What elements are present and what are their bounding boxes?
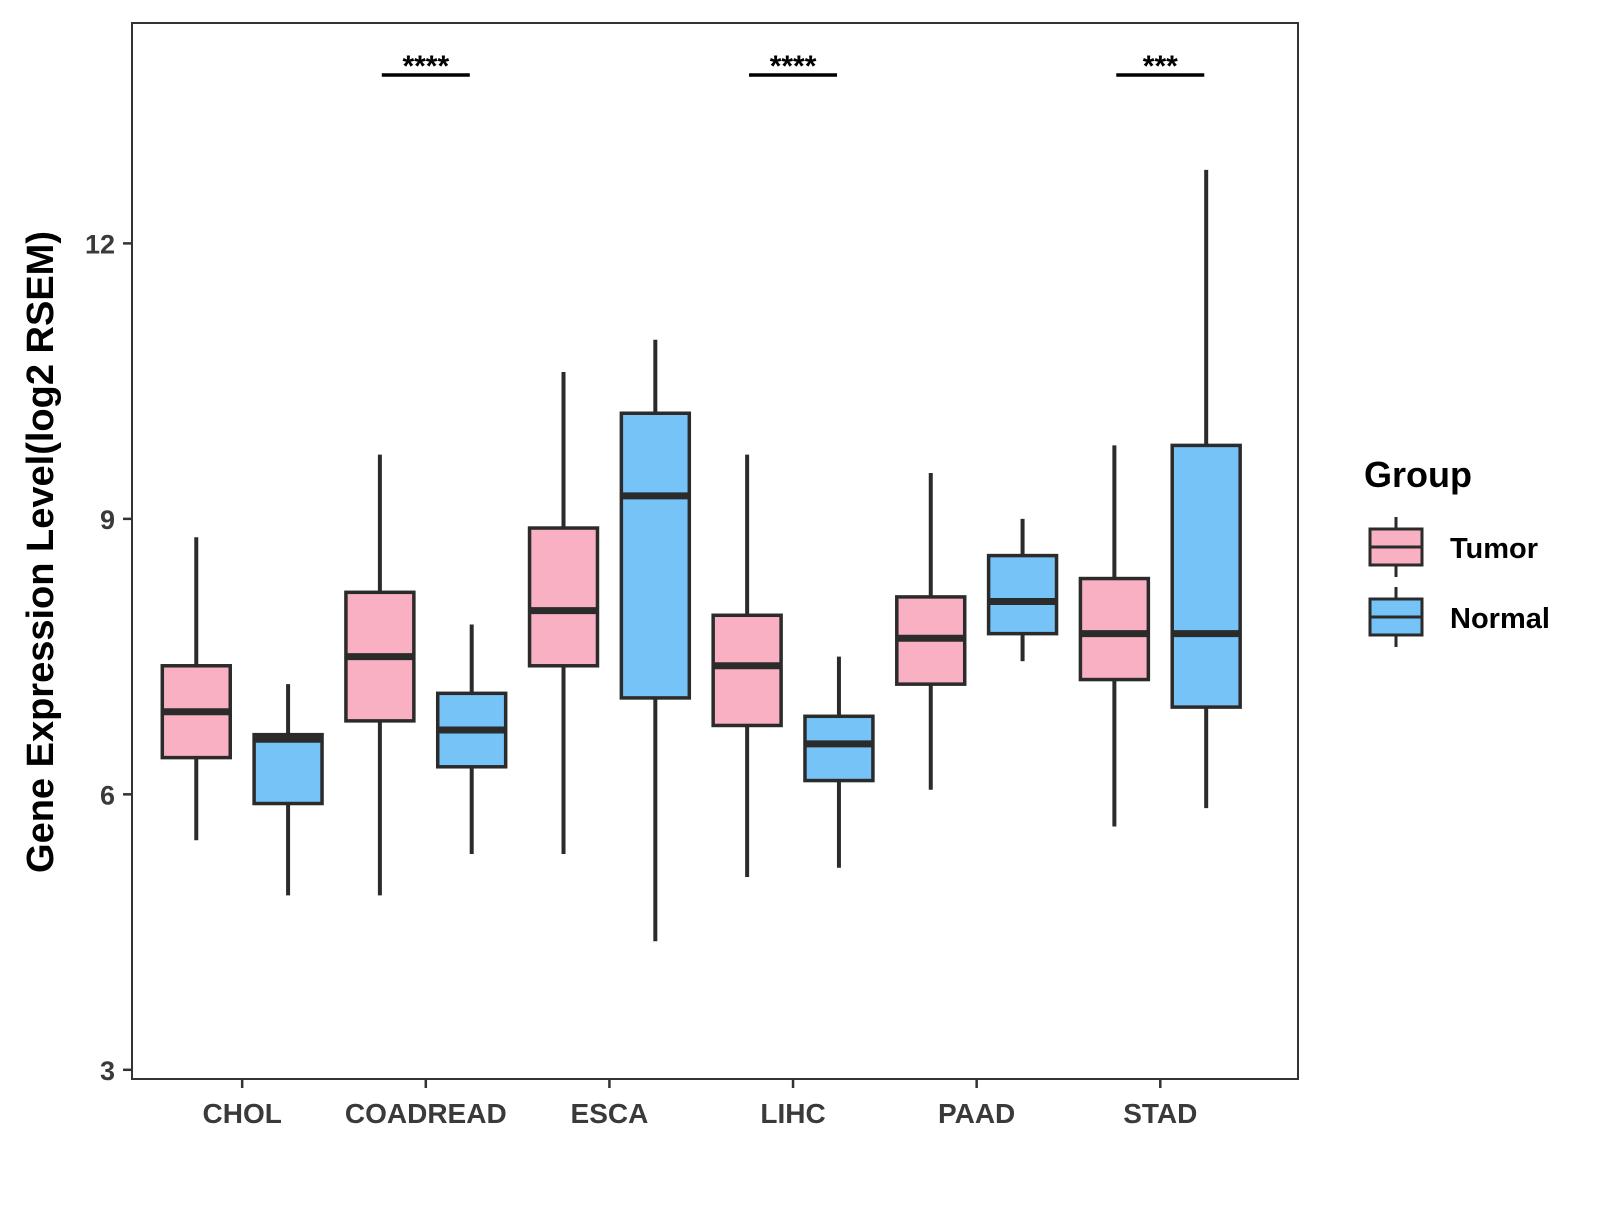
boxes-layer <box>160 169 1242 942</box>
box-tumor-lihc <box>711 454 783 877</box>
box-tumor-chol <box>160 537 232 841</box>
legend-item-normal: Normal <box>1368 587 1550 647</box>
significance-annotations: **** **** *** <box>381 50 1205 83</box>
x-tick-label-stad: STAD <box>1123 1098 1197 1129</box>
legend-label-normal: Normal <box>1450 603 1550 635</box>
iqr-box-normal-chol <box>252 732 324 806</box>
y-tick-label-6: 6 <box>100 780 115 810</box>
plot-panel <box>131 22 1299 1080</box>
iqr-box-normal-paad <box>986 553 1059 636</box>
x-axis: CHOL COADREAD ESCA LIHC PAAD STAD <box>203 1079 1197 1129</box>
box-tumor-esca <box>527 371 600 855</box>
box-normal-paad <box>986 518 1059 662</box>
y-tick-label-12: 12 <box>85 229 115 259</box>
sig-label-coadread: **** <box>402 50 449 83</box>
box-tumor-paad <box>895 472 967 790</box>
legend-label-tumor: Tumor <box>1450 533 1538 565</box>
x-tick-label-coadread: COADREAD <box>345 1098 507 1129</box>
y-tick-label-3: 3 <box>100 1056 115 1086</box>
legend: Group Tumor Normal <box>1364 454 1550 647</box>
sig-label-lihc: **** <box>770 50 817 83</box>
x-tick-label-chol: CHOL <box>203 1098 282 1129</box>
iqr-box-normal-lihc <box>803 714 875 783</box>
x-tick-label-esca: ESCA <box>571 1098 649 1129</box>
iqr-box-tumor-stad <box>1078 576 1151 682</box>
box-tumor-coadread <box>344 454 416 896</box>
box-normal-chol <box>252 684 324 896</box>
iqr-box-tumor-esca <box>527 526 600 668</box>
legend-title: Group <box>1364 454 1472 495</box>
iqr-box-normal-stad <box>1170 443 1242 709</box>
iqr-box-tumor-lihc <box>711 613 783 728</box>
box-normal-esca <box>619 339 692 942</box>
box-normal-stad <box>1170 169 1242 809</box>
box-normal-lihc <box>803 656 875 868</box>
sig-label-stad: *** <box>1143 50 1178 83</box>
y-tick-label-9: 9 <box>100 505 115 535</box>
iqr-box-normal-esca <box>619 411 692 700</box>
x-tick-label-lihc: LIHC <box>760 1098 825 1129</box>
y-axis-title: Gene Expression Level(log2 RSEM) <box>20 231 62 873</box>
x-tick-label-paad: PAAD <box>938 1098 1015 1129</box>
legend-item-tumor: Tumor <box>1368 517 1538 577</box>
y-axis: 3 6 9 12 <box>85 229 132 1086</box>
box-normal-coadread <box>435 624 508 855</box>
box-tumor-stad <box>1078 445 1151 827</box>
